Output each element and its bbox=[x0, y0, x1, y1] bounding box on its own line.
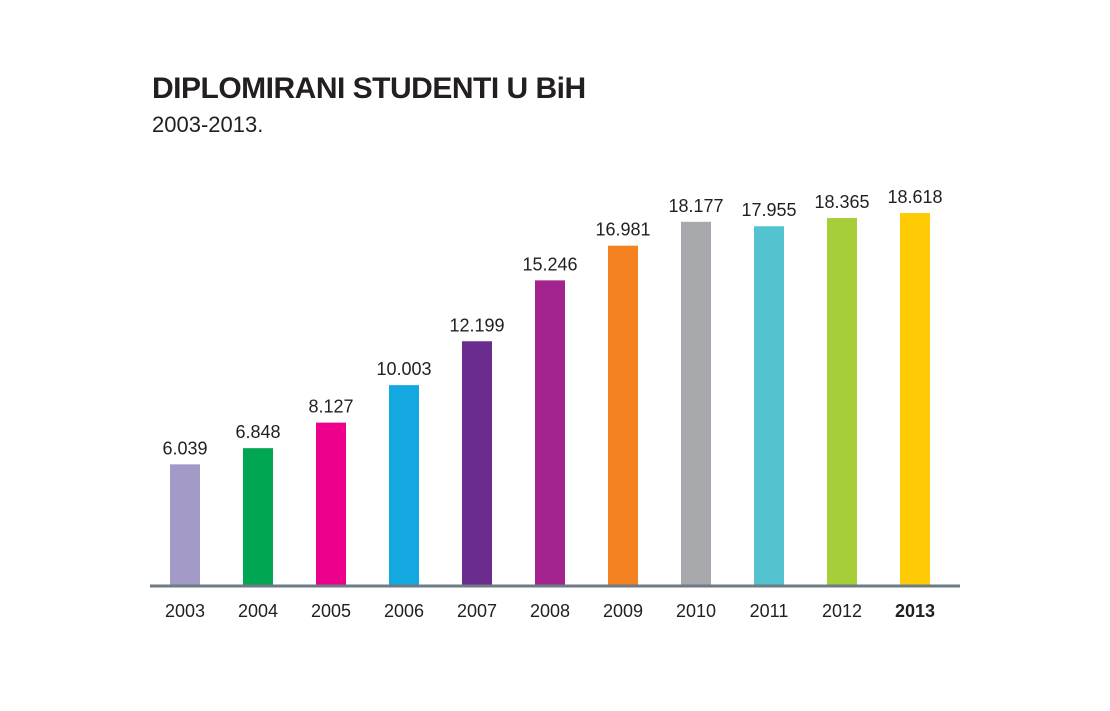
data-label-2009: 16.981 bbox=[595, 220, 650, 240]
data-label-2004: 6.848 bbox=[235, 422, 280, 442]
x-tick-label-2011: 2011 bbox=[750, 601, 789, 621]
data-label-2010: 18.177 bbox=[668, 196, 723, 216]
bar-2007 bbox=[462, 341, 492, 585]
x-tick-label-2013: 2013 bbox=[895, 601, 935, 621]
data-label-2007: 12.199 bbox=[449, 315, 504, 335]
x-tick-label-2009: 2009 bbox=[603, 601, 643, 621]
data-label-2006: 10.003 bbox=[376, 359, 431, 379]
data-label-2011: 17.955 bbox=[741, 200, 796, 220]
bar-2010 bbox=[681, 221, 711, 586]
bar-2003 bbox=[170, 464, 200, 585]
bar-2011 bbox=[754, 226, 784, 585]
data-label-2003: 6.039 bbox=[162, 438, 207, 458]
bar-2013 bbox=[900, 213, 930, 585]
x-tick-label-2005: 2005 bbox=[311, 601, 351, 621]
data-label-2013: 18.618 bbox=[887, 187, 942, 207]
x-tick-label-2007: 2007 bbox=[457, 601, 497, 621]
chart-title: DIPLOMIRANI STUDENTI U BiH bbox=[152, 72, 586, 105]
data-label-2008: 15.246 bbox=[522, 254, 577, 274]
bar-2008 bbox=[535, 280, 565, 585]
chart-subtitle: 2003-2013. bbox=[152, 112, 264, 137]
bar-2004 bbox=[243, 448, 273, 585]
bar-2012 bbox=[827, 218, 857, 585]
x-tick-label-2008: 2008 bbox=[530, 601, 570, 621]
x-tick-label-2012: 2012 bbox=[822, 601, 862, 621]
data-label-2005: 8.127 bbox=[308, 397, 353, 417]
bar-2005 bbox=[316, 422, 346, 585]
x-tick-label-2004: 2004 bbox=[238, 601, 278, 621]
data-label-2012: 18.365 bbox=[814, 192, 869, 212]
bar-2006 bbox=[389, 385, 419, 585]
bar-2009 bbox=[608, 245, 638, 585]
x-tick-label-2003: 2003 bbox=[165, 601, 205, 621]
x-tick-label-2010: 2010 bbox=[676, 601, 716, 621]
x-tick-label-2006: 2006 bbox=[384, 601, 424, 621]
